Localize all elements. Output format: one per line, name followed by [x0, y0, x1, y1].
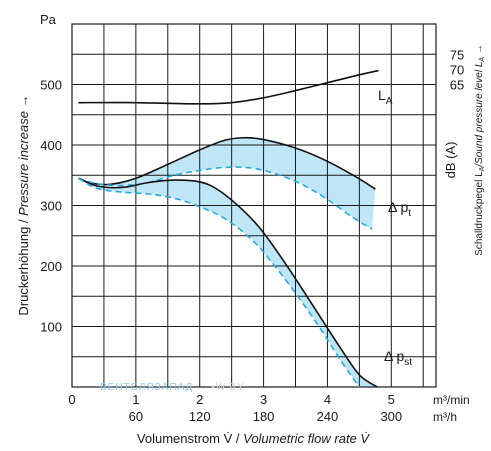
- series-label-pst: Δ pst: [384, 348, 412, 368]
- right-tick-70: 70: [450, 62, 464, 77]
- static-pressure-band: [78, 178, 378, 387]
- y-tick-500: 500: [40, 78, 62, 93]
- right-axis-unit: dB (A): [443, 142, 458, 179]
- series-la-line: [78, 69, 379, 105]
- y-tick-400: 400: [40, 138, 62, 153]
- right-axis-label: Schalldruckpegel LA/Sound pressure level…: [474, 44, 486, 256]
- x-tick-top-1: 1: [132, 392, 139, 407]
- series-pt-dashed-line: [78, 166, 373, 230]
- x-tick-top-0: 0: [68, 392, 75, 407]
- series-pst-line: [78, 177, 378, 387]
- total-pressure-band: [78, 137, 376, 230]
- y-tick-100: 100: [40, 320, 62, 335]
- y-axis-unit: Pa: [40, 12, 57, 27]
- series-pst-dashed-line: [77, 177, 361, 387]
- x-unit-top: m³/min: [433, 393, 470, 407]
- series-pt-line: [78, 136, 376, 190]
- y-axis-label: Druckerhöhung / Pressure increase →: [16, 94, 31, 315]
- x-tick-top-4: 4: [324, 392, 331, 407]
- x-tick-bottom-240: 240: [317, 409, 339, 424]
- y-tick-300: 300: [40, 199, 62, 214]
- right-tick-65: 65: [450, 78, 464, 93]
- x-tick-labels: 0 1 2 3 4 5 60 120 180 240 300: [68, 392, 402, 424]
- series-label-pt: Δ pt: [388, 199, 411, 219]
- x-tick-top-5: 5: [388, 392, 395, 407]
- plot-frame: [71, 23, 437, 388]
- y-tick-labels: 100 200 300 400 500: [40, 78, 62, 335]
- series-label-la: LA: [378, 87, 393, 107]
- x-tick-top-2: 2: [196, 392, 203, 407]
- x-tick-bottom-120: 120: [189, 409, 211, 424]
- watermark: ВЕНТОЛЯЗАПАД •W.BY: [100, 382, 245, 393]
- y-tick-200: 200: [40, 259, 62, 274]
- right-tick-75: 75: [450, 47, 464, 62]
- x-tick-bottom-180: 180: [253, 409, 275, 424]
- x-tick-bottom-300: 300: [380, 409, 402, 424]
- x-unit-bottom: m³/h: [433, 410, 457, 424]
- grid-lines: [72, 24, 436, 387]
- x-axis-label: Volumenstrom V̇ / Volumetric flow rate V…: [137, 431, 370, 446]
- x-tick-bottom-60: 60: [129, 409, 143, 424]
- x-tick-top-3: 3: [260, 392, 267, 407]
